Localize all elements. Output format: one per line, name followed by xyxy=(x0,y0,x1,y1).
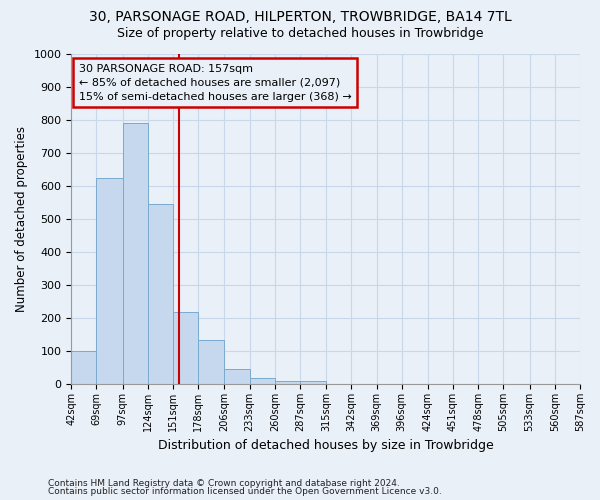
Text: 30, PARSONAGE ROAD, HILPERTON, TROWBRIDGE, BA14 7TL: 30, PARSONAGE ROAD, HILPERTON, TROWBRIDG… xyxy=(89,10,511,24)
Text: Contains HM Land Registry data © Crown copyright and database right 2024.: Contains HM Land Registry data © Crown c… xyxy=(48,478,400,488)
Y-axis label: Number of detached properties: Number of detached properties xyxy=(15,126,28,312)
Bar xyxy=(148,204,173,384)
Text: Size of property relative to detached houses in Trowbridge: Size of property relative to detached ho… xyxy=(117,28,483,40)
Bar xyxy=(198,340,224,384)
Bar xyxy=(300,381,326,384)
Text: Contains public sector information licensed under the Open Government Licence v3: Contains public sector information licen… xyxy=(48,487,442,496)
Bar xyxy=(71,351,97,384)
Bar xyxy=(224,370,250,384)
Bar xyxy=(173,312,198,384)
Bar xyxy=(97,178,122,384)
Text: 30 PARSONAGE ROAD: 157sqm
← 85% of detached houses are smaller (2,097)
15% of se: 30 PARSONAGE ROAD: 157sqm ← 85% of detac… xyxy=(79,64,352,102)
Bar xyxy=(122,124,148,384)
Bar xyxy=(250,378,275,384)
Bar xyxy=(275,381,300,384)
X-axis label: Distribution of detached houses by size in Trowbridge: Distribution of detached houses by size … xyxy=(158,440,494,452)
